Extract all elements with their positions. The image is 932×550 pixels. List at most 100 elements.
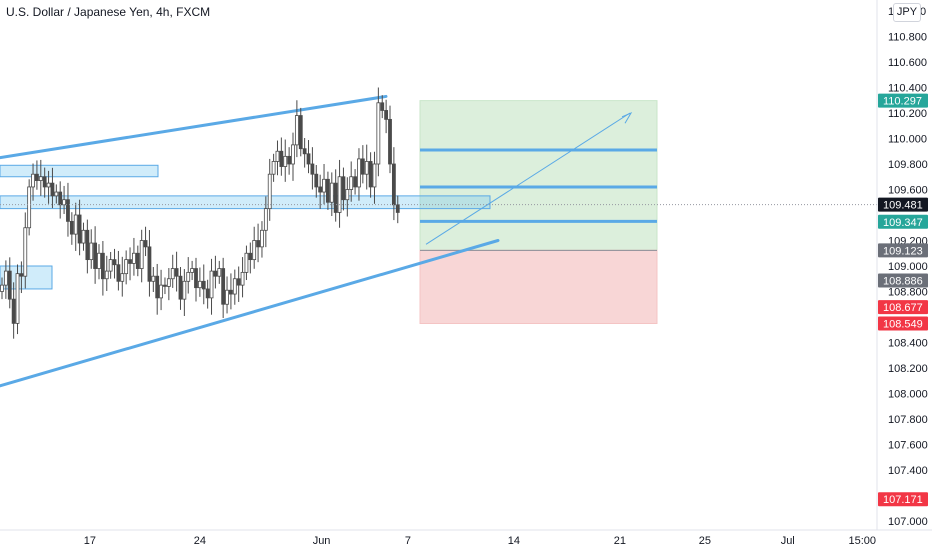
price-label-badge: [878, 93, 928, 108]
candle-body: [147, 246, 152, 282]
candle-body: [372, 163, 377, 188]
candle-body: [221, 268, 226, 305]
candle-body: [376, 102, 381, 165]
candle-body: [209, 270, 214, 299]
price-label-text: 107.171: [883, 494, 923, 506]
target-zone[interactable]: [419, 100, 658, 251]
time-axis[interactable]: 17 24 Jun 7 14 21 25 Jul 15:00: [0, 529, 932, 547]
candle-body: [217, 268, 222, 277]
candle-body: [194, 268, 198, 289]
candle-body: [42, 176, 47, 188]
candle-body: [155, 275, 160, 299]
candle-body: [225, 289, 229, 305]
price-tick-label: 110.000: [888, 134, 927, 146]
price-label-badge: [878, 300, 928, 315]
candle-body: [337, 176, 342, 213]
candle-body: [294, 115, 299, 146]
projection-arrow[interactable]: [425, 112, 631, 245]
candle-body: [287, 155, 292, 165]
time-tick-label: Jun: [313, 535, 331, 547]
candle-body: [85, 229, 90, 261]
candle-body: [186, 271, 191, 282]
candle-body: [89, 242, 94, 261]
price-label-text: 109.347: [883, 217, 923, 229]
time-tick-label: Jul: [781, 535, 795, 547]
price-tick-label: 110.600: [888, 57, 927, 69]
candle-body: [232, 278, 237, 295]
candle-body: [271, 161, 276, 175]
price-tick-label: 107.600: [888, 440, 928, 452]
candle-body: [3, 270, 8, 286]
price-labels: 110.297 109.481 109.347 109.123 108.886 108.6…: [878, 93, 928, 507]
candle-body: [353, 176, 357, 188]
candle-body: [329, 182, 334, 203]
candle-body: [174, 268, 179, 277]
price-axis[interactable]: 111.000110.800110.600110.400110.200110.0…: [876, 0, 928, 530]
candle-body: [166, 278, 171, 287]
candle-body: [326, 178, 330, 203]
price-label-badge: [878, 316, 928, 331]
candle-body: [97, 252, 101, 269]
price-tick-label: 107.800: [888, 414, 928, 426]
price-tick-label: 108.400: [888, 338, 928, 350]
candle-body: [159, 284, 163, 299]
candle-body: [190, 268, 195, 273]
price-tick-label: 109.000: [888, 261, 928, 273]
candle-body: [104, 270, 109, 280]
candle-body: [229, 289, 233, 295]
price-tick-label: 110.200: [888, 108, 927, 120]
candle-body: [240, 271, 245, 286]
stop-zone[interactable]: [419, 249, 658, 325]
candle-body: [170, 268, 175, 280]
chart-drawings: [0, 94, 657, 388]
support-box[interactable]: [0, 195, 491, 210]
candle-body: [7, 270, 12, 300]
candle-body: [62, 199, 66, 206]
candle-body: [248, 252, 253, 261]
candle-body: [244, 252, 249, 273]
candle-body: [112, 259, 117, 266]
price-tick-label: 108.800: [888, 287, 928, 299]
candle-body: [279, 150, 284, 167]
candle-body: [256, 240, 260, 248]
candle-body: [197, 280, 202, 289]
candle-body: [19, 273, 24, 277]
candle-body: [66, 199, 70, 222]
symbol-title[interactable]: U.S. Dollar / Japanese Yen, 4h, FXCM: [6, 5, 211, 19]
candle-body: [35, 173, 39, 181]
candle-body: [201, 280, 206, 290]
candle-body: [120, 273, 125, 282]
price-label-badge: [878, 243, 928, 258]
lower-trendline[interactable]: [0, 239, 500, 388]
upper-trendline[interactable]: [0, 94, 388, 160]
candle-body: [132, 252, 136, 264]
time-tick-label: 17: [84, 535, 96, 547]
candle-body: [275, 150, 280, 162]
resistance-box[interactable]: [0, 164, 159, 178]
price-label-text: 109.481: [883, 200, 923, 212]
time-tick-label: 7: [405, 535, 411, 547]
candle-body: [260, 229, 264, 248]
price-label-badge: [878, 492, 928, 507]
price-label-badge: [878, 197, 928, 212]
currency-button[interactable]: JPY: [893, 3, 921, 22]
price-tick-label: 108.200: [888, 363, 928, 375]
candle-body: [81, 229, 86, 244]
price-label-text: 109.123: [883, 245, 923, 257]
time-tick-label: 24: [194, 535, 206, 547]
candle-body: [388, 118, 392, 165]
time-tick-label: 15:00: [849, 535, 877, 547]
candle-body: [302, 148, 307, 155]
candle-body: [341, 176, 346, 201]
candle-body: [391, 163, 396, 206]
candle-body: [143, 240, 148, 248]
candle-body: [139, 240, 144, 269]
candle-body: [31, 173, 35, 188]
candle-body: [27, 186, 32, 229]
candle-body: [73, 214, 78, 235]
candle-body: [23, 227, 28, 277]
candle-body: [267, 173, 272, 210]
candle-body: [291, 144, 295, 165]
price-label-badge: [878, 273, 928, 288]
